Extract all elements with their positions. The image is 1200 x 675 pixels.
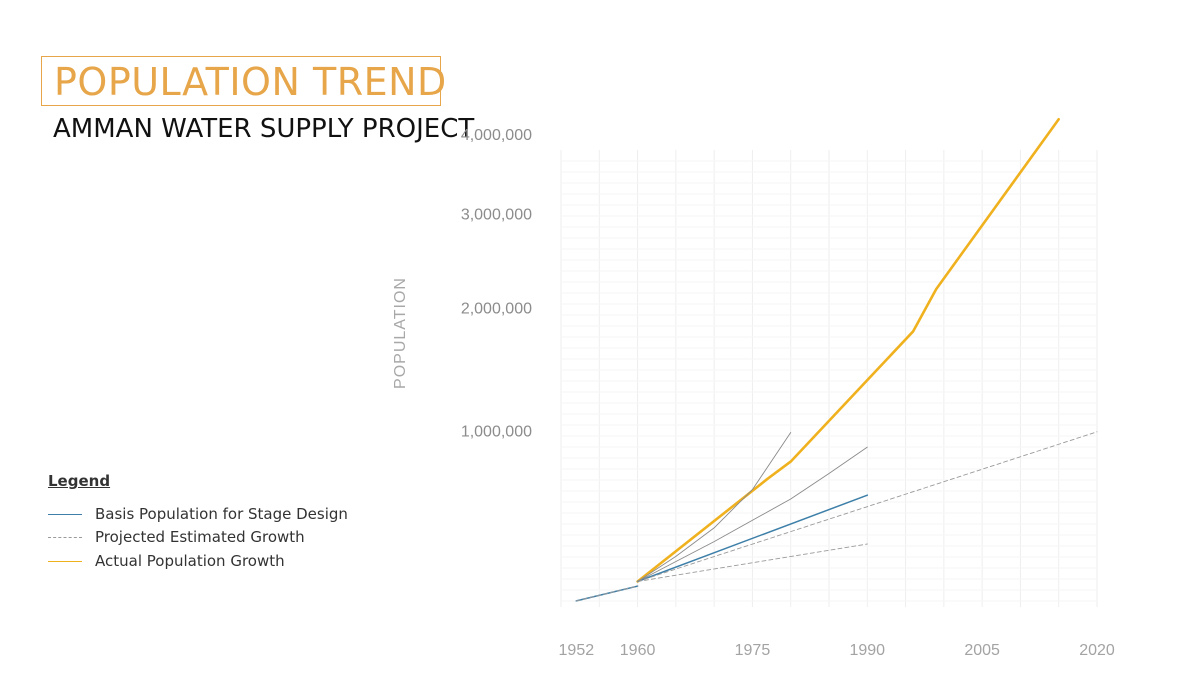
x-tick-label: 1960: [620, 642, 656, 659]
legend-heading: Legend: [48, 472, 111, 490]
page-subtitle: AMMAN WATER SUPPLY PROJECT: [53, 114, 475, 144]
series-line: [637, 446, 868, 582]
y-tick-label: 2,000,000: [461, 301, 532, 318]
y-tick-label: 4,000,000: [461, 127, 532, 144]
x-tick-label: 1952: [559, 642, 595, 659]
legend-label-projected: Projected Estimated Growth: [95, 528, 305, 546]
x-tick-label: 2020: [1079, 642, 1115, 659]
legend-swatch-actual: [48, 561, 82, 562]
y-tick-label: 3,000,000: [461, 206, 532, 223]
legend-swatch-projected: [48, 537, 82, 538]
series-line: [637, 543, 868, 582]
legend-label-actual: Actual Population Growth: [95, 552, 285, 570]
page-title: POPULATION TREND: [54, 60, 447, 104]
x-tick-label: 1990: [849, 642, 885, 659]
series-line: [636, 118, 1060, 583]
legend-label-basis: Basis Population for Stage Design: [95, 505, 348, 523]
legend: Legend Basis Population for Stage Design…: [48, 470, 378, 580]
series-line: [637, 431, 1098, 582]
legend-item-projected: Projected Estimated Growth: [48, 528, 378, 548]
x-tick-label: 2005: [964, 642, 1000, 659]
legend-swatch-basis: [48, 514, 82, 515]
series-line: [575, 585, 639, 602]
series-line: [637, 432, 792, 582]
title-box: POPULATION TREND: [41, 56, 446, 106]
legend-item-basis: Basis Population for Stage Design: [48, 505, 378, 525]
x-tick-label: 1975: [735, 642, 771, 659]
legend-item-actual: Actual Population Growth: [48, 552, 378, 572]
y-tick-label: 1,000,000: [461, 423, 532, 440]
y-axis-title: POPULATION: [392, 277, 409, 389]
series-line: [636, 494, 869, 583]
